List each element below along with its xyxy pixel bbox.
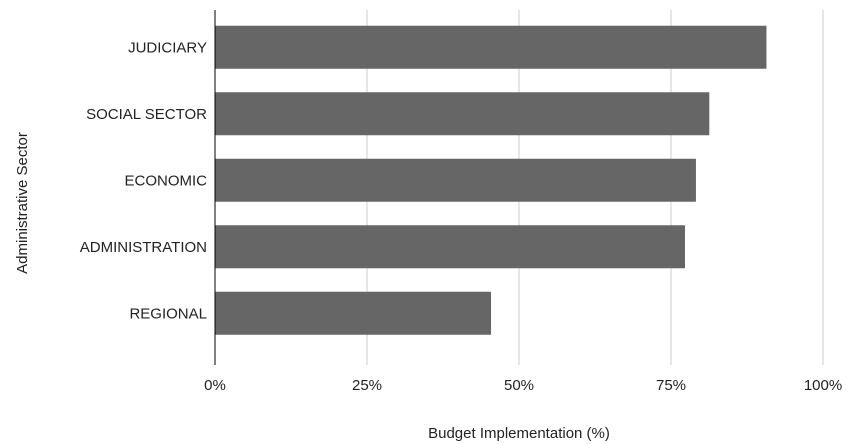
- y-tick-label-regional: REGIONAL: [129, 305, 207, 322]
- x-tick-label-50pct: 50%: [504, 377, 534, 394]
- bar-judiciary: [215, 25, 767, 69]
- bar-regional: [215, 291, 492, 335]
- y-tick-label-economic: ECONOMIC: [125, 172, 208, 189]
- x-tick-label-25pct: 25%: [352, 377, 382, 394]
- y-axis-title: Administrative Sector: [14, 132, 31, 274]
- x-tick-label-100pct: 100%: [804, 377, 842, 394]
- y-tick-label-judiciary: JUDICIARY: [128, 39, 207, 56]
- y-tick-labels: JUDICIARY SOCIAL SECTOR ECONOMIC ADMINISTRA…: [80, 39, 207, 322]
- x-tick-labels: 0% 25% 50% 75% 100%: [204, 377, 842, 394]
- bar-economic: [215, 158, 696, 202]
- y-tick-label-social-sector: SOCIAL SECTOR: [86, 106, 207, 123]
- bar-social-sector: [215, 92, 710, 136]
- x-axis-title: Budget Implementation (%): [428, 425, 610, 442]
- bars: [215, 25, 767, 335]
- x-tick-label-75pct: 75%: [656, 377, 686, 394]
- bar-administration: [215, 225, 685, 269]
- x-tick-label-0pct: 0%: [204, 377, 226, 394]
- y-tick-label-administration: ADMINISTRATION: [80, 239, 207, 256]
